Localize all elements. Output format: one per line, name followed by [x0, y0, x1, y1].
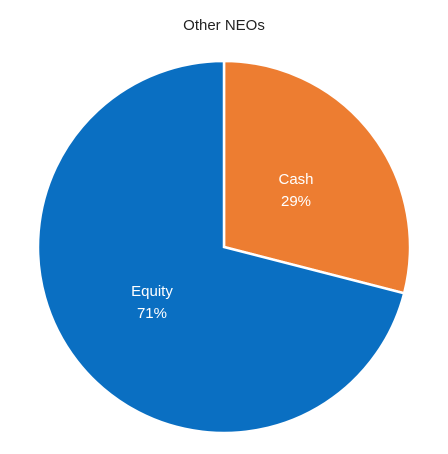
slice-value-label: 71%: [137, 305, 167, 322]
pie-slice: [36, 59, 406, 435]
slice-value-label: 29%: [281, 193, 311, 210]
pie-slice: [222, 59, 412, 295]
slice-category-label: Equity: [131, 283, 173, 300]
chart-title: Other NEOs: [183, 17, 265, 34]
slice-category-label: Cash: [278, 171, 313, 188]
